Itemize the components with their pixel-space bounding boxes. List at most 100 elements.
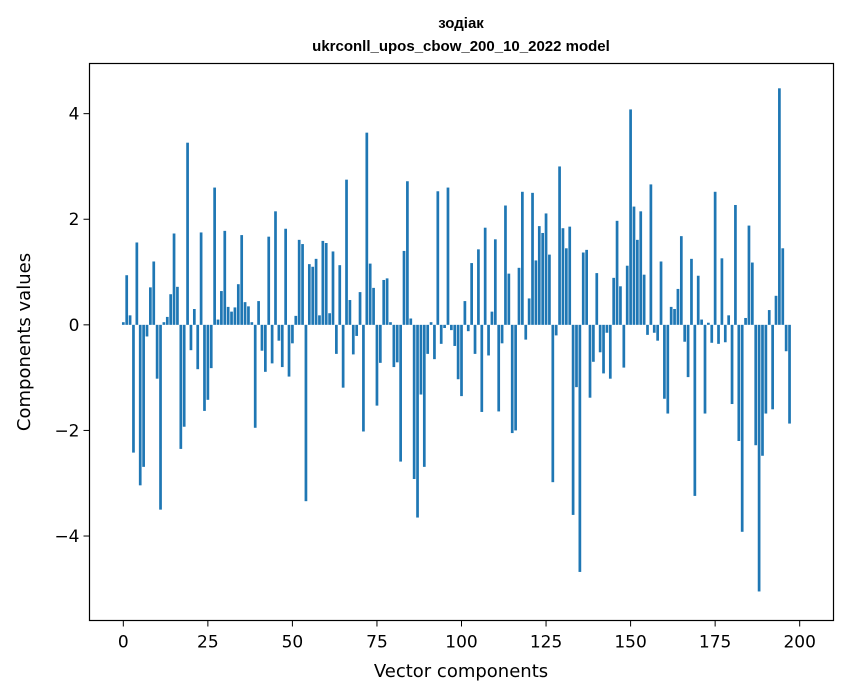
bar	[686, 324, 690, 378]
bar	[669, 306, 673, 325]
bar	[727, 315, 731, 325]
bar	[771, 324, 774, 410]
bar	[345, 179, 348, 325]
bar	[642, 274, 646, 325]
bar	[652, 324, 656, 333]
bar	[625, 265, 629, 325]
bar	[527, 298, 531, 325]
bar	[419, 324, 423, 395]
bar	[165, 316, 169, 325]
plot-frame	[88, 62, 835, 622]
bar	[121, 322, 125, 325]
bar	[311, 266, 315, 325]
bar	[778, 88, 781, 325]
bar	[673, 309, 676, 325]
bar	[608, 324, 612, 379]
bar	[761, 324, 764, 456]
bar	[189, 324, 193, 351]
bar	[730, 324, 734, 405]
x-tick-label: 125	[530, 633, 562, 653]
y-tick-label: 0	[69, 316, 80, 336]
bar	[537, 226, 541, 325]
bar	[703, 324, 707, 414]
bar	[693, 324, 697, 496]
bar	[561, 228, 565, 325]
bar	[615, 220, 619, 325]
bar	[220, 291, 223, 325]
bar	[223, 230, 227, 325]
bar	[713, 191, 717, 325]
bar	[480, 324, 484, 412]
bar	[784, 324, 788, 352]
x-tick-label: 100	[445, 633, 477, 653]
x-tick-label: 75	[366, 633, 388, 653]
x-axis-label: Vector components	[374, 661, 548, 682]
bar	[568, 226, 572, 325]
bar	[598, 324, 602, 353]
bar	[426, 324, 430, 354]
bar	[355, 324, 359, 336]
bar	[679, 236, 683, 325]
bar	[291, 324, 294, 344]
bar	[253, 324, 257, 428]
bar	[534, 260, 538, 325]
bar	[365, 132, 369, 325]
bar	[125, 275, 129, 325]
bar	[774, 295, 778, 325]
bar	[500, 324, 504, 344]
bar	[209, 324, 213, 369]
bar	[558, 166, 561, 325]
bar	[372, 287, 375, 325]
x-tick-label: 50	[282, 633, 304, 653]
x-axis: 0 25 50 75 100 125 150 175 200	[118, 620, 816, 653]
bar	[297, 239, 301, 325]
bar	[176, 286, 179, 325]
bar	[243, 302, 247, 325]
bar	[470, 263, 473, 325]
bar	[767, 310, 771, 325]
bar	[335, 324, 338, 354]
y-tick-label: −2	[54, 421, 79, 441]
bar	[284, 228, 287, 325]
bar	[277, 324, 281, 341]
bar	[385, 278, 389, 325]
bar	[581, 252, 585, 325]
bar	[466, 324, 470, 332]
bar	[622, 324, 626, 368]
bar	[230, 311, 233, 325]
bar	[321, 240, 325, 325]
bar	[541, 232, 545, 325]
bar	[368, 263, 372, 325]
bar	[710, 324, 714, 343]
bar	[280, 324, 284, 368]
bar	[460, 324, 463, 397]
bar	[592, 324, 595, 362]
bar	[605, 324, 609, 333]
bar-series	[121, 88, 791, 592]
bar	[747, 225, 751, 325]
x-tick-label: 175	[699, 633, 731, 653]
bar	[206, 324, 210, 400]
bar	[636, 239, 639, 325]
bar	[578, 324, 582, 572]
bar	[132, 324, 135, 453]
bar	[443, 324, 446, 329]
bar	[328, 313, 331, 325]
bar	[274, 211, 277, 325]
bar	[169, 294, 173, 325]
y-tick-label: 2	[69, 210, 80, 230]
bar	[226, 306, 230, 325]
bar	[267, 236, 271, 325]
bar	[696, 275, 700, 325]
bar	[128, 315, 132, 325]
bar	[304, 324, 308, 502]
bar	[260, 324, 264, 351]
x-tick-label: 150	[614, 633, 646, 653]
bar	[331, 251, 335, 325]
bar	[629, 109, 632, 325]
bar	[639, 211, 643, 325]
bar	[504, 205, 507, 325]
bar	[656, 324, 659, 341]
bar	[250, 322, 254, 325]
